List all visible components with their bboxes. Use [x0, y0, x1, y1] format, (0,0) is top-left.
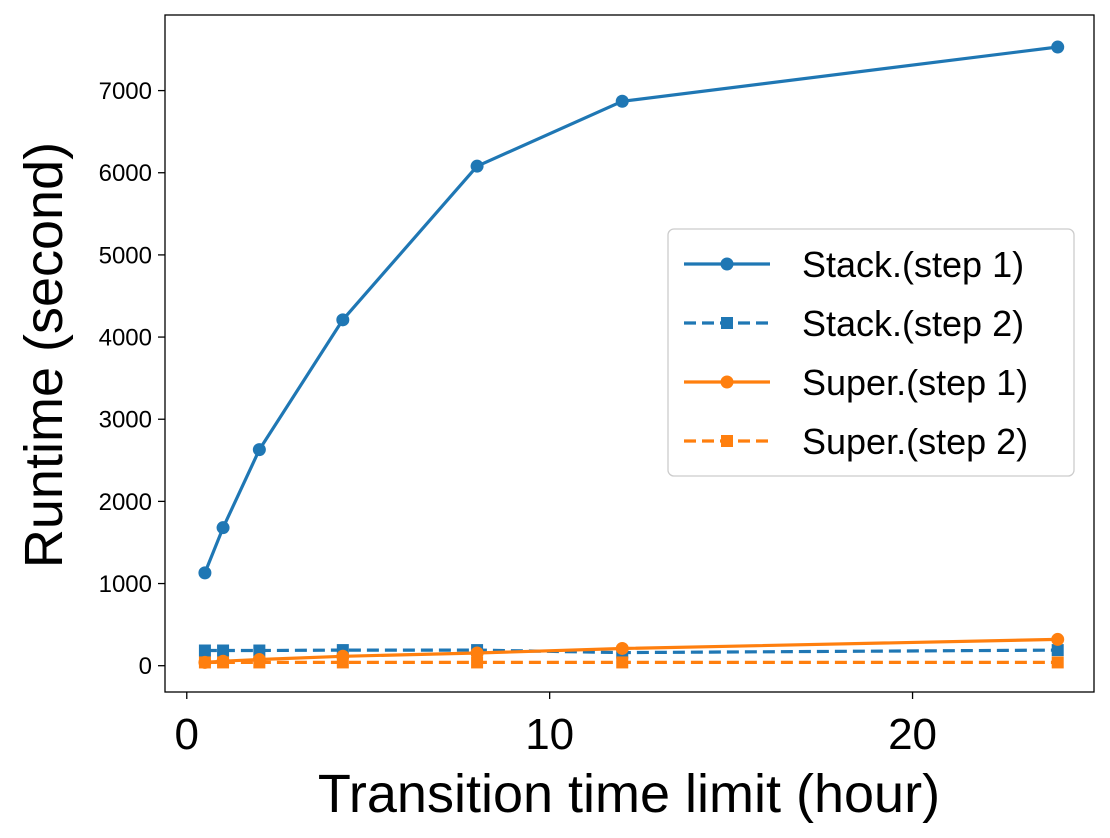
- x-tick-label: 20: [888, 710, 937, 759]
- data-point: [252, 443, 266, 457]
- y-tick-label: 4000: [99, 325, 152, 352]
- x-tick-label: 0: [175, 710, 199, 759]
- data-point: [336, 313, 350, 327]
- data-point: [471, 656, 484, 669]
- data-point: [198, 644, 211, 657]
- x-axis-ticks: 0 10 20: [175, 692, 937, 759]
- data-point: [1051, 644, 1064, 657]
- x-axis-label: Transition time limit (hour): [318, 764, 940, 824]
- y-tick-label: 2000: [99, 489, 152, 516]
- y-tick-label: 7000: [99, 78, 152, 105]
- legend-label: Super.(step 2): [802, 421, 1028, 462]
- y-tick-label: 6000: [99, 160, 152, 187]
- y-tick-label: 3000: [99, 407, 152, 434]
- data-point: [217, 656, 230, 669]
- data-point: [217, 644, 230, 657]
- legend-label: Super.(step 1): [802, 362, 1028, 403]
- legend-marker: [721, 317, 733, 329]
- y-tick-label: 1000: [99, 571, 152, 598]
- data-point: [470, 159, 484, 173]
- x-tick-label: 10: [525, 710, 574, 759]
- legend: Stack.(step 1) Stack.(step 2) Super.(step …: [667, 228, 1075, 477]
- data-point: [615, 94, 629, 108]
- data-point: [253, 644, 266, 657]
- y-tick-label: 5000: [99, 242, 152, 269]
- data-point: [1051, 656, 1064, 669]
- series-4: [198, 656, 1064, 669]
- legend-item: Stack.(step 2): [684, 303, 1024, 344]
- legend-item: Stack.(step 1): [684, 244, 1024, 285]
- data-point: [198, 656, 211, 669]
- chart-marks: [198, 40, 1065, 669]
- data-point: [253, 656, 266, 669]
- legend-label: Stack.(step 2): [802, 303, 1024, 344]
- legend-marker: [721, 435, 733, 447]
- series-1: [198, 40, 1065, 580]
- plot-frame: [164, 14, 1095, 693]
- legend-item: Super.(step 2): [684, 421, 1028, 462]
- y-axis-label: Runtime (second): [14, 142, 74, 568]
- data-point: [336, 656, 349, 669]
- data-point: [615, 641, 629, 655]
- data-point: [1051, 40, 1065, 54]
- data-point: [616, 656, 629, 669]
- legend-item: Super.(step 1): [684, 362, 1028, 403]
- legend-marker: [720, 375, 734, 389]
- data-point: [198, 566, 212, 580]
- y-tick-label: 0: [139, 653, 152, 680]
- data-point: [470, 646, 484, 660]
- legend-frame: [667, 228, 1075, 477]
- data-point: [1051, 632, 1065, 646]
- legend-marker: [720, 257, 734, 271]
- legend-label: Stack.(step 1): [802, 244, 1024, 285]
- y-axis-ticks: 0 1000 2000 3000 4000 5000 6000 7000: [99, 78, 165, 680]
- data-point: [216, 521, 230, 535]
